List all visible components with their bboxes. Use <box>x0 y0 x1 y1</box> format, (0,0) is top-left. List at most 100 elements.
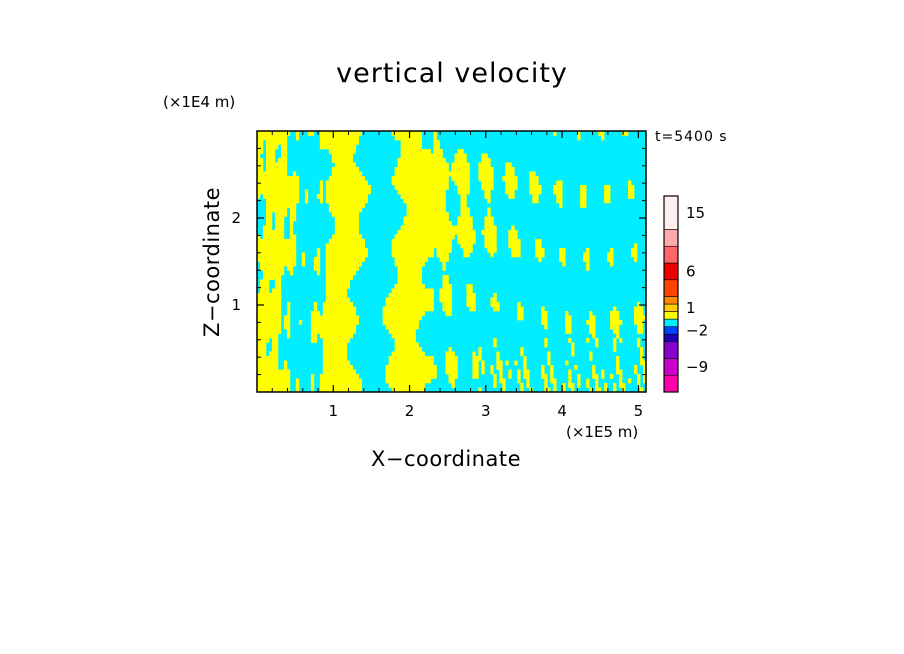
positive-velocity-cell <box>394 257 428 262</box>
positive-velocity-cell <box>442 302 452 307</box>
positive-velocity-cell <box>454 153 467 159</box>
positive-velocity-cell <box>589 387 593 392</box>
positive-velocity-cell <box>517 378 521 384</box>
positive-velocity-cell <box>568 383 575 388</box>
positive-velocity-cell <box>505 360 509 366</box>
positive-velocity-cell <box>257 140 264 145</box>
positive-velocity-cell <box>391 252 434 258</box>
positive-velocity-cell <box>505 162 512 168</box>
positive-velocity-cell <box>484 234 497 240</box>
positive-velocity-cell <box>274 284 282 289</box>
positive-velocity-cell <box>544 387 551 392</box>
positive-velocity-cell <box>613 342 617 348</box>
positive-velocity-cell <box>487 248 497 253</box>
x-tick-label: 5 <box>634 402 644 420</box>
positive-velocity-cell <box>265 207 288 213</box>
positive-velocity-cell <box>481 369 485 375</box>
positive-velocity-cell <box>319 189 324 195</box>
positive-velocity-cell <box>631 252 638 258</box>
positive-velocity-cell <box>265 203 297 208</box>
positive-velocity-cell <box>634 320 644 325</box>
positive-velocity-cell <box>550 374 554 379</box>
positive-velocity-cell <box>325 288 348 294</box>
positive-velocity-cell <box>532 194 539 199</box>
positive-velocity-cell <box>331 167 360 172</box>
positive-velocity-cell <box>257 315 282 321</box>
positive-velocity-cell <box>610 311 620 316</box>
positive-velocity-cell <box>445 351 455 357</box>
positive-velocity-cell <box>442 284 452 289</box>
positive-velocity-cell <box>637 338 641 343</box>
positive-velocity-cell <box>565 315 572 321</box>
positive-velocity-cell <box>634 369 638 375</box>
positive-velocity-cell <box>265 144 279 150</box>
positive-velocity-cell <box>313 261 321 267</box>
positive-velocity-cell <box>583 252 590 258</box>
positive-velocity-cell <box>613 347 617 352</box>
positive-velocity-cell <box>397 162 449 168</box>
positive-velocity-cell <box>529 176 539 181</box>
positive-velocity-cell <box>508 234 518 240</box>
positive-velocity-cell <box>388 293 434 298</box>
positive-velocity-cell <box>484 221 494 226</box>
positive-velocity-cell <box>583 257 590 262</box>
positive-velocity-cell <box>325 248 369 253</box>
positive-velocity-cell <box>391 176 449 181</box>
positive-velocity-cell <box>601 135 605 141</box>
positive-velocity-cell <box>469 306 476 312</box>
positive-velocity-cell <box>334 216 360 222</box>
positive-velocity-cell <box>257 158 264 163</box>
positive-velocity-cell <box>382 320 419 325</box>
colorbar-band <box>663 358 679 376</box>
positive-velocity-cell <box>541 320 548 325</box>
positive-velocity-cell <box>577 374 581 379</box>
positive-velocity-cell <box>265 167 288 172</box>
positive-velocity-cell <box>265 149 276 154</box>
positive-velocity-cell <box>571 347 575 352</box>
positive-velocity-cell <box>257 257 297 262</box>
positive-velocity-cell <box>478 347 482 352</box>
positive-velocity-cell <box>541 306 545 312</box>
positive-velocity-cell <box>257 329 282 334</box>
positive-velocity-cell <box>637 342 641 348</box>
positive-velocity-cell <box>400 140 422 145</box>
positive-velocity-cell <box>580 185 587 190</box>
positive-velocity-cell <box>490 365 494 370</box>
positive-velocity-cell <box>400 194 446 199</box>
y-tick-label: 1 <box>231 296 241 314</box>
positive-velocity-cell <box>604 185 611 190</box>
positive-velocity-cell <box>265 198 300 204</box>
positive-velocity-cell <box>400 225 473 231</box>
positive-velocity-cell <box>502 387 506 392</box>
positive-velocity-cell <box>262 194 300 199</box>
positive-velocity-cell <box>481 360 485 366</box>
positive-velocity-cell <box>283 360 288 366</box>
positive-velocity-cell <box>547 360 551 366</box>
positive-velocity-cell <box>502 176 518 181</box>
positive-velocity-cell <box>523 365 527 370</box>
positive-velocity-cell <box>259 288 270 294</box>
positive-velocity-cell <box>559 252 566 258</box>
positive-velocity-cell <box>403 198 446 204</box>
colorbar-band <box>663 326 679 335</box>
positive-velocity-cell <box>310 338 318 343</box>
positive-velocity-cell <box>637 374 641 379</box>
positive-velocity-cell <box>634 257 638 262</box>
positive-velocity-cell <box>541 369 545 375</box>
positive-velocity-cell <box>310 333 318 339</box>
positive-velocity-cell <box>529 171 536 177</box>
positive-velocity-cell <box>640 360 646 366</box>
positive-velocity-cell <box>586 248 590 253</box>
x-axis: 1 2 3 4 5 <box>271 131 644 420</box>
positive-velocity-cell <box>610 315 620 321</box>
positive-velocity-cell <box>334 162 357 168</box>
positive-velocity-cell <box>265 158 276 163</box>
positive-velocity-cell <box>460 194 467 199</box>
positive-velocity-cell <box>595 387 602 392</box>
positive-velocity-cell <box>394 167 449 172</box>
positive-velocity-cell <box>319 333 354 339</box>
positive-velocity-cell <box>394 234 455 240</box>
positive-velocity-cell <box>295 131 300 136</box>
positive-velocity-cell <box>262 234 285 240</box>
positive-velocity-cell <box>466 297 476 303</box>
